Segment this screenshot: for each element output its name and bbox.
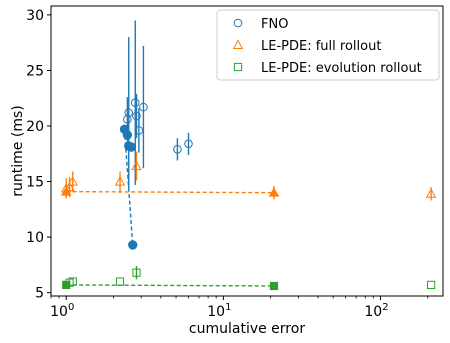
- open-data-point: [67, 176, 78, 186]
- plot-area: [60, 20, 437, 291]
- y-axis-label: runtime (ms): [10, 105, 26, 196]
- y-tick-label: 25: [26, 63, 44, 79]
- y-tick-label: 10: [26, 230, 44, 246]
- open-data-point: [115, 277, 125, 286]
- open-data-point: [130, 98, 140, 107]
- y-tick-label: 15: [26, 175, 44, 191]
- y-tick-label: 20: [26, 119, 44, 135]
- triangle-marker-icon: [232, 39, 244, 50]
- x-tick-label: 102: [364, 302, 388, 320]
- circle-marker-icon: [233, 18, 243, 28]
- legend-label: LE-PDE: evolution rollout: [261, 61, 422, 76]
- filled-data-point: [122, 130, 133, 140]
- open-data-point: [173, 145, 182, 154]
- legend-label: LE-PDE: full rollout: [261, 39, 381, 54]
- dashed-trend-line: [66, 284, 275, 287]
- open-data-point: [124, 108, 134, 117]
- open-data-point: [131, 160, 142, 171]
- series-le-pde-evolution-rollout: [62, 266, 436, 291]
- filled-data-point: [60, 186, 72, 196]
- filled-data-point: [269, 281, 279, 291]
- x-tick-label: 101: [207, 302, 231, 320]
- open-data-point: [132, 268, 141, 277]
- legend-item: LE-PDE: evolution rollout: [233, 61, 422, 76]
- legend-item: LE-PDE: full rollout: [232, 39, 381, 54]
- square-marker-icon: [233, 62, 243, 72]
- series-le-pde-full-rollout: [60, 151, 437, 201]
- filled-data-point: [268, 187, 280, 197]
- legend-box: [216, 9, 440, 81]
- series-fno: [119, 20, 193, 250]
- open-data-point: [134, 126, 144, 135]
- open-data-point: [132, 111, 141, 121]
- open-data-point: [114, 176, 126, 186]
- legend-item: FNO: [233, 17, 288, 32]
- open-data-point: [139, 102, 148, 112]
- y-tick-label: 30: [26, 8, 44, 24]
- filled-data-point: [126, 142, 137, 152]
- open-data-point: [427, 280, 436, 289]
- open-data-point: [184, 139, 193, 149]
- open-data-point: [64, 181, 75, 192]
- legend-label: FNO: [261, 17, 288, 32]
- plot-frame: [50, 5, 444, 297]
- filled-data-point: [128, 240, 138, 250]
- y-tick-label: 5: [35, 286, 44, 302]
- dashed-trend-line: [66, 190, 275, 194]
- x-axis-label: cumulative error: [189, 321, 305, 337]
- x-tick-label: 100: [50, 302, 74, 320]
- open-data-point: [123, 115, 132, 124]
- open-data-point: [425, 188, 437, 198]
- legend: FNO LE-PDE: full rollout LE-PDE: evolution…: [216, 9, 440, 81]
- filled-data-point: [62, 280, 71, 289]
